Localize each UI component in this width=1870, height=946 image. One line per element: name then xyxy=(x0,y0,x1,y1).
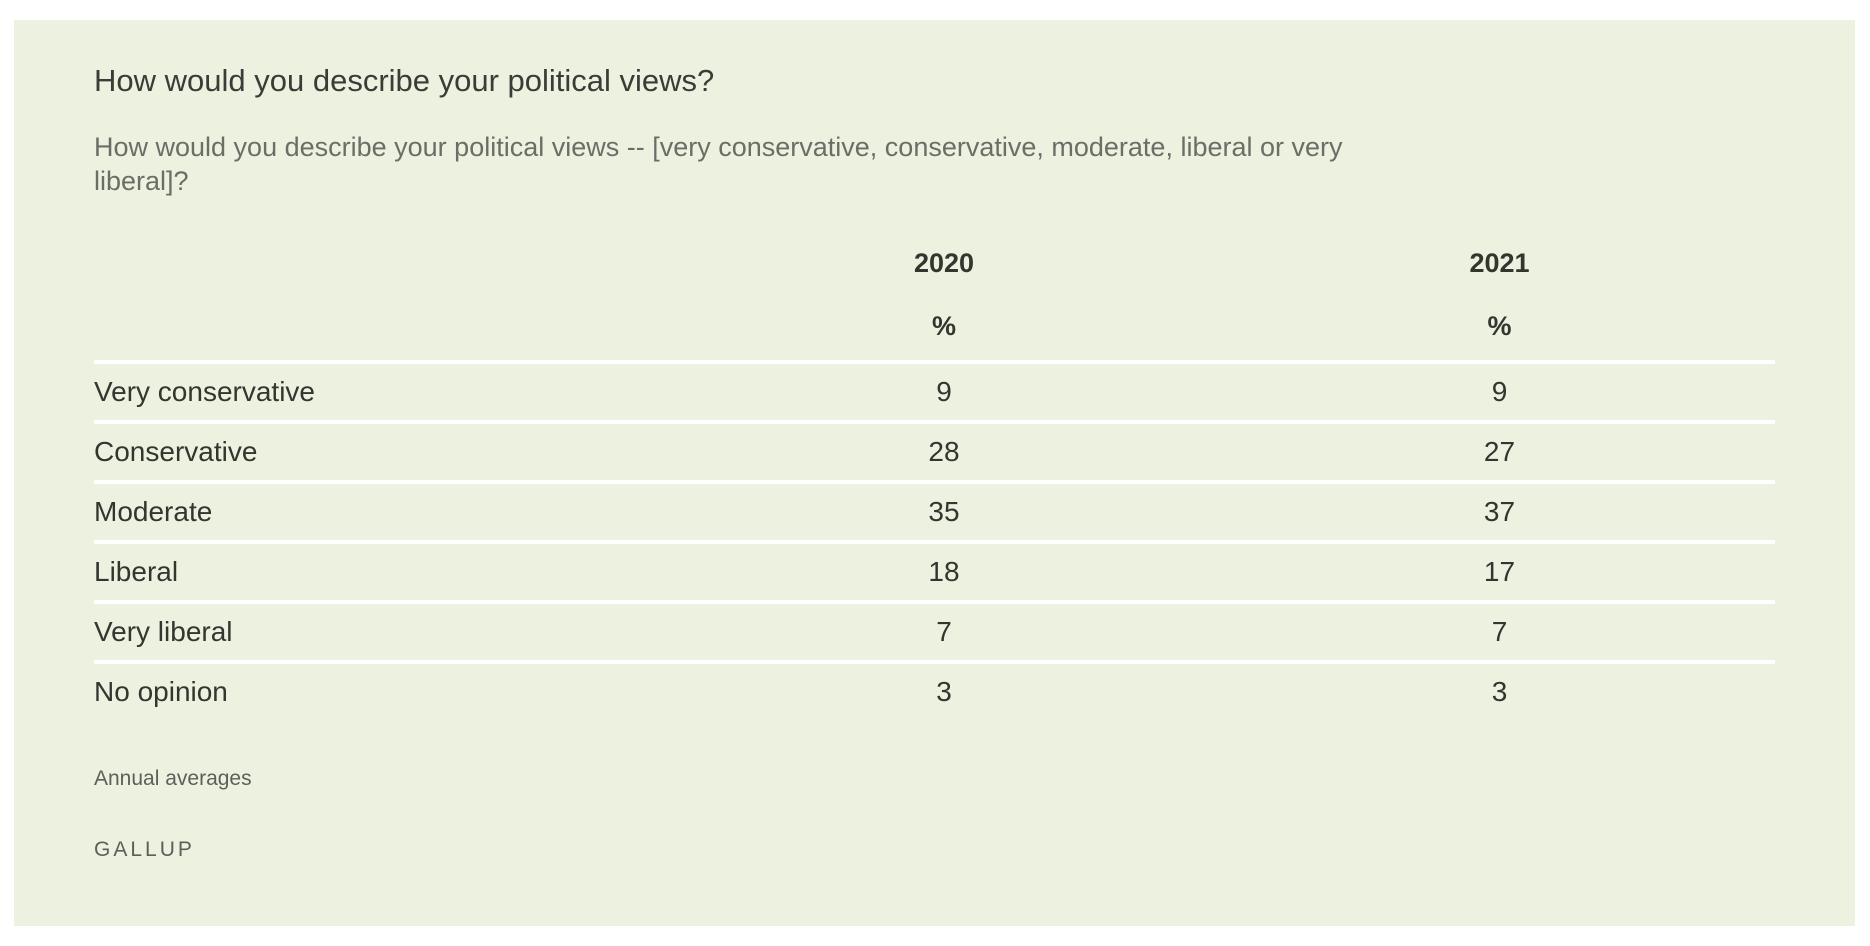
cell-value: 3 xyxy=(1491,676,1508,707)
header-spacer xyxy=(94,311,664,364)
cell-value: 17 xyxy=(1224,542,1775,604)
results-table: 2020 2021 % % Very conservative 9 9 Cons… xyxy=(94,248,1775,720)
row-label: Very conservative xyxy=(94,362,664,424)
chart-title: How would you describe your political vi… xyxy=(94,63,715,98)
cell-value: 35 xyxy=(664,482,1224,544)
cell-value: 7 xyxy=(664,602,1224,664)
cell-value: 9 xyxy=(1224,362,1775,424)
table-row: Liberal 18 17 xyxy=(94,542,1775,604)
column-header-unit: % xyxy=(664,311,1224,364)
chart-panel: How would you describe your political vi… xyxy=(14,20,1855,926)
table-row: Moderate 35 37 xyxy=(94,482,1775,544)
row-label: Moderate xyxy=(94,482,664,544)
cell-value: 9 xyxy=(664,362,1224,424)
row-label: Liberal xyxy=(94,542,664,604)
cell-value: 18 xyxy=(664,542,1224,604)
header-spacer xyxy=(94,248,664,311)
footnote: Annual averages xyxy=(94,767,252,790)
cell-value: 28 xyxy=(664,422,1224,484)
row-label: No opinion xyxy=(94,676,228,707)
cell-value: 27 xyxy=(1224,422,1775,484)
question-text: How would you describe your political vi… xyxy=(94,132,1343,196)
table-row: No opinion 3 3 xyxy=(94,662,1775,720)
table-row: Very conservative 9 9 xyxy=(94,362,1775,424)
unit-header-row: % % xyxy=(94,311,1775,364)
table-row: Conservative 28 27 xyxy=(94,422,1775,484)
cell-value: 7 xyxy=(1224,602,1775,664)
column-header-unit: % xyxy=(1224,311,1775,364)
column-header-year: 2020 xyxy=(913,248,975,278)
table-row: Very liberal 7 7 xyxy=(94,602,1775,664)
row-label: Conservative xyxy=(94,422,664,484)
cell-value: 37 xyxy=(1224,482,1775,544)
year-header-row: 2020 2021 xyxy=(94,248,1775,311)
gallup-logo: GALLUP xyxy=(94,838,195,861)
column-header-year: 2021 xyxy=(1469,248,1530,278)
row-label: Very liberal xyxy=(94,602,664,664)
cell-value: 3 xyxy=(936,676,952,707)
